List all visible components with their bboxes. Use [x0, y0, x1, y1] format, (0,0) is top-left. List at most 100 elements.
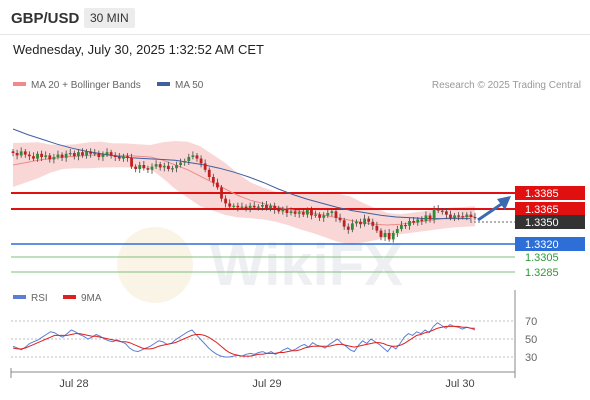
candle	[187, 153, 191, 165]
candle	[330, 209, 334, 217]
candle	[400, 221, 403, 232]
candle	[469, 211, 473, 221]
candle	[93, 149, 97, 157]
candle	[256, 204, 260, 211]
symbol-title: GBP/USD	[11, 10, 80, 27]
candle	[338, 213, 342, 223]
level-label-1.3305: 1.3305	[525, 252, 559, 264]
level-label-1.3285: 1.3285	[525, 267, 559, 279]
level-tag-1.3385	[515, 186, 585, 200]
candle	[297, 209, 301, 218]
legend-ma20: MA 20 + Bollinger Bands	[13, 80, 141, 91]
candle	[19, 147, 23, 158]
rsi-swatch	[13, 295, 26, 300]
candle	[461, 212, 465, 220]
forecast-arrow-shaft	[477, 201, 504, 222]
candle	[81, 148, 84, 158]
candle	[260, 201, 264, 211]
candle	[52, 153, 56, 164]
rsi-tick-30: 30	[525, 352, 537, 364]
watermark-text: WikiFX	[210, 233, 403, 298]
candle	[342, 217, 346, 230]
candle	[56, 150, 60, 160]
candle	[142, 161, 146, 171]
candle	[416, 217, 420, 226]
candle	[117, 153, 121, 161]
candle	[404, 222, 407, 229]
candle	[11, 149, 15, 157]
candle	[273, 202, 277, 214]
legend-9ma: 9MA	[63, 293, 102, 304]
ma9-swatch	[63, 295, 76, 300]
candle	[158, 161, 162, 171]
candle	[359, 218, 362, 229]
research-credit: Research © 2025 Trading Central	[431, 80, 581, 91]
candle	[68, 149, 72, 157]
candle	[162, 162, 166, 172]
candle	[322, 212, 326, 222]
candle	[15, 149, 19, 160]
candle	[183, 158, 187, 166]
ma20-label: MA 20 + Bollinger Bands	[31, 80, 141, 91]
header-divider	[0, 34, 590, 35]
candle	[113, 152, 117, 161]
candle	[248, 202, 252, 213]
candle	[211, 173, 215, 187]
candle	[150, 163, 154, 174]
candle	[281, 206, 285, 215]
forecast-arrow-head	[497, 196, 511, 210]
candle	[305, 207, 309, 218]
candle	[48, 153, 52, 163]
x-tick-label: Jul 29	[252, 378, 281, 390]
chart-header: GBP/USD 30 MIN	[0, 0, 590, 36]
candle	[367, 216, 371, 225]
candle	[191, 151, 195, 160]
candle	[420, 216, 424, 225]
candle	[387, 229, 391, 242]
ma50-label: MA 50	[175, 80, 204, 91]
candle	[126, 153, 129, 162]
ma50-swatch	[157, 82, 170, 87]
candle	[146, 165, 150, 173]
ma20-swatch	[13, 82, 26, 87]
legend-rsi: RSI	[13, 293, 48, 304]
candle	[232, 203, 236, 210]
candle	[408, 217, 411, 230]
candle	[240, 202, 244, 210]
candle	[64, 150, 68, 162]
candle	[105, 148, 109, 157]
candle	[220, 185, 223, 202]
level-label-1.3320: 1.3320	[525, 239, 559, 251]
candle	[236, 202, 240, 212]
legend-ma50: MA 50	[157, 80, 203, 91]
candle	[314, 210, 317, 218]
candle	[121, 153, 125, 162]
rsi-line	[12, 322, 476, 358]
ma50-line	[12, 128, 470, 220]
candle	[363, 214, 367, 227]
ma20-line	[12, 154, 476, 226]
candle	[138, 161, 142, 173]
candle	[44, 151, 48, 160]
candle	[72, 150, 76, 160]
timeframe-button[interactable]: 30 MIN	[84, 8, 135, 28]
candle	[89, 148, 93, 158]
level-label-1.3385: 1.3385	[525, 188, 559, 200]
level-tag-1.3320	[515, 237, 585, 251]
rsi-tick-70: 70	[525, 316, 537, 328]
candle	[175, 161, 178, 173]
candle	[85, 149, 88, 159]
candle	[457, 212, 461, 221]
candle	[166, 161, 170, 172]
candle	[453, 213, 456, 221]
rsi-label: RSI	[31, 293, 48, 304]
candle	[203, 159, 207, 173]
candle	[101, 151, 105, 161]
candle	[134, 164, 138, 173]
candle	[293, 209, 297, 217]
rsi-ma9-line	[12, 325, 475, 357]
candle	[109, 149, 113, 159]
candle	[395, 225, 399, 237]
candle	[40, 150, 44, 161]
